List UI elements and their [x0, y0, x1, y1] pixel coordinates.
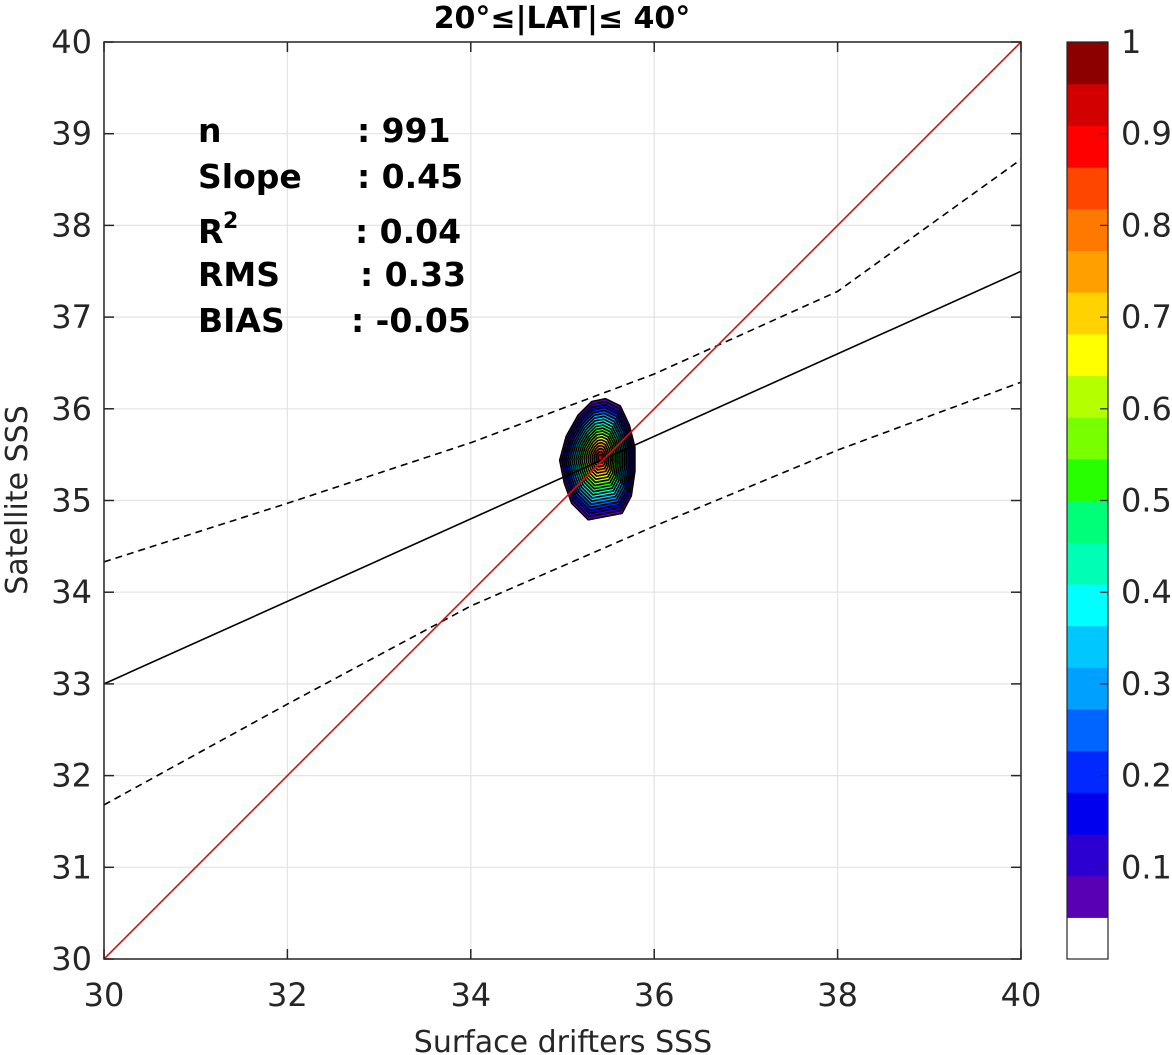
lower-bound-line	[104, 381, 1021, 806]
colorbar-tick-label: 0.1	[1121, 848, 1172, 886]
stat-row-bias: BIAS : -0.05	[198, 301, 471, 340]
colorbar-tick-label: 0.9	[1121, 115, 1172, 153]
one-to-one-line	[104, 42, 1021, 959]
colorbar-segment	[1067, 83, 1108, 126]
colorbar-segment	[1067, 917, 1108, 960]
colorbar-segment	[1067, 542, 1108, 585]
colorbar-segment	[1067, 292, 1108, 335]
colorbar-segment	[1067, 375, 1108, 418]
colorbar-segment	[1067, 833, 1108, 877]
y-tick-label: 36	[51, 390, 92, 428]
y-tick-label: 39	[51, 115, 92, 153]
colorbar-segment	[1067, 250, 1108, 293]
y-tick-label: 35	[51, 482, 92, 520]
stat-value: : 0.33	[360, 255, 466, 294]
chart-title: 20°≤|LAT|≤ 40°	[434, 1, 691, 36]
colorbar-tick-label: 0.7	[1121, 298, 1172, 336]
colorbar-tick-label: 0.2	[1121, 757, 1172, 795]
y-axis-label: Satellite SSS	[0, 405, 35, 595]
colorbar-segment	[1067, 625, 1108, 668]
stat-value: : -0.05	[351, 301, 471, 340]
colorbar-segment	[1067, 208, 1108, 252]
x-tick-label: 40	[1001, 976, 1042, 1014]
colorbar-segment	[1067, 458, 1108, 502]
stat-value: : 991	[357, 111, 451, 150]
fit-lines	[104, 42, 1021, 959]
colorbar-segment	[1067, 500, 1108, 543]
y-tick-label: 32	[51, 757, 92, 795]
stat-row-rms: RMS : 0.33	[198, 255, 466, 294]
density-contour-level	[597, 453, 603, 462]
colorbar-segment	[1067, 167, 1108, 210]
stat-row-slope: Slope : 0.45	[198, 157, 463, 196]
colorbar-segment	[1067, 417, 1108, 460]
colorbar-segment	[1067, 875, 1108, 918]
y-tick-label: 37	[51, 298, 92, 336]
colorbar-segment	[1067, 125, 1108, 168]
colorbar-tick-label: 0.8	[1121, 206, 1172, 244]
x-tick-label: 32	[267, 976, 308, 1014]
colorbar-segment	[1067, 333, 1108, 377]
colorbar-segment	[1067, 750, 1108, 793]
x-tick-label: 36	[634, 976, 675, 1014]
stat-value: : 0.04	[355, 212, 461, 251]
stat-row-n: n : 991	[198, 111, 451, 150]
x-tick-label: 38	[817, 976, 858, 1014]
stat-label: BIAS	[198, 301, 285, 340]
upper-bound-line	[104, 158, 1021, 563]
stat-label: RMS	[198, 255, 280, 294]
colorbar-segment	[1067, 583, 1108, 627]
x-axis-label: Surface drifters SSS	[414, 1025, 712, 1055]
stat-value: : 0.45	[357, 157, 463, 196]
colorbar-tick-label: 0.5	[1121, 482, 1172, 520]
density-contours	[558, 397, 636, 521]
colorbar: 0.1 0.2 0.3 0.4 0.5 0.6 0.7 0.8 0.9 1	[1066, 23, 1172, 960]
colorbar-tick-label: 0.4	[1121, 573, 1172, 611]
stats-box: n : 991 Slope : 0.45 R 2 : 0.04 RMS : 0.33 BIAS : …	[198, 111, 471, 340]
y-tick-label: 30	[51, 940, 92, 978]
colorbar-segment	[1067, 708, 1108, 752]
stat-label: Slope	[198, 157, 302, 196]
stat-label-superscript: 2	[223, 209, 238, 234]
colorbar-segment	[1067, 42, 1108, 85]
regression-line	[104, 270, 1021, 685]
colorbar-segment	[1067, 792, 1108, 835]
x-tick-label: 30	[84, 976, 125, 1014]
stat-label: n	[198, 111, 222, 150]
y-tick-label: 34	[51, 573, 92, 611]
colorbar-tick-label: 0.6	[1121, 390, 1172, 428]
axis-ticks: 30 32 34 36 38 40 30 31 32 33 34 35 36 37 38 39 40	[51, 23, 1041, 1014]
x-tick-label: 34	[450, 976, 491, 1014]
y-tick-label: 40	[51, 23, 92, 61]
y-tick-label: 38	[51, 206, 92, 244]
y-tick-label: 33	[51, 665, 92, 703]
colorbar-tick-label: 1	[1121, 23, 1141, 61]
y-tick-label: 31	[51, 848, 92, 886]
colorbar-segment	[1067, 667, 1108, 710]
stat-label: R	[198, 212, 223, 251]
colorbar-tick-label: 0.3	[1121, 665, 1172, 703]
